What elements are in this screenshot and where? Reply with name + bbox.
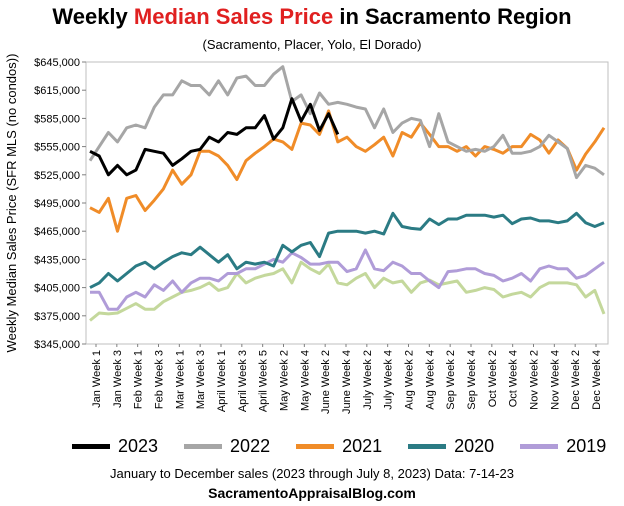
x-tick-label: April Week 3: [237, 350, 249, 412]
series-line-2023: [89, 97, 340, 177]
x-tick-label: Oct Week 2: [487, 350, 499, 407]
x-tick-label: Dec Week 4: [591, 350, 603, 410]
legend-label: 2023: [118, 436, 159, 456]
chart-subtitle: (Sacramento, Placer, Yolo, El Dorado): [202, 37, 422, 52]
x-tick-label: Nov Week 4: [549, 350, 561, 410]
x-tick-label: June Week 2: [320, 350, 332, 414]
y-tick-label: $525,000: [34, 170, 80, 182]
x-tick-label: Sep Week 4: [466, 350, 478, 410]
legend-swatch: [296, 444, 335, 449]
chart-footnote: January to December sales (2023 through …: [110, 466, 514, 481]
y-tick-label: $585,000: [34, 113, 80, 125]
y-tick-label: $465,000: [34, 226, 80, 238]
x-tick-label: Mar Week 3: [195, 350, 207, 409]
y-tick-label: $555,000: [34, 142, 80, 154]
x-tick-label: June Week 4: [341, 350, 353, 414]
legend-item-2023: 2023: [72, 436, 158, 457]
x-tick-label: July Week 4: [383, 350, 395, 410]
legend-label: 2019: [566, 436, 607, 456]
x-tick-label: Aug Week 4: [424, 350, 436, 410]
legend-item-2021: 2021: [296, 436, 382, 457]
legend-swatch: [520, 444, 559, 449]
legend-item-2022: 2022: [184, 436, 270, 457]
y-axis-title: Weekly Median Sales Price (SFR MLS (no c…: [4, 54, 19, 353]
x-tick-label: Jan Week 3: [112, 350, 124, 408]
y-tick-label: $345,000: [34, 339, 80, 351]
x-tick-label: Jan Week 1: [91, 350, 103, 408]
x-tick-label: Aug Week 2: [404, 350, 416, 410]
chart-title: Weekly Median Sales Price in Sacramento …: [52, 4, 572, 29]
chart-legend: 2023 2022 2021 2020 2019: [72, 436, 624, 457]
y-tick-label: $615,000: [34, 85, 80, 97]
x-tick-label: Oct Week 4: [508, 350, 520, 407]
x-tick-label: Mar Week 1: [174, 350, 186, 409]
series-line-2021: [89, 109, 606, 233]
x-tick-label: Feb Week 3: [154, 350, 166, 409]
y-tick-label: $375,000: [34, 311, 80, 323]
legend-label: 2020: [454, 436, 495, 456]
x-tick-label: Feb Week 1: [133, 350, 145, 409]
x-tick-label: April Week 5: [258, 350, 270, 412]
x-tick-label: May Week 4: [299, 350, 311, 411]
series-line-2020: [89, 211, 605, 289]
x-tick-label: Dec Week 2: [570, 350, 582, 410]
series-line-2019: [90, 248, 605, 311]
legend-label: 2021: [342, 436, 383, 456]
site-credit: SacramentoAppraisalBlog.com: [208, 485, 416, 501]
legend-swatch: [184, 444, 223, 449]
x-tick-label: May Week 2: [279, 350, 291, 411]
x-tick-label: Nov Week 2: [529, 350, 541, 410]
y-tick-label: $435,000: [34, 254, 80, 266]
legend-swatch: [72, 444, 110, 449]
legend-item-2019: 2019: [520, 436, 606, 457]
y-tick-label: $645,000: [34, 57, 80, 69]
series-line-2022: [88, 65, 605, 180]
x-tick-label: July Week 2: [362, 350, 374, 410]
legend-swatch: [408, 444, 447, 449]
legend-label: 2022: [230, 436, 271, 456]
series-line-2019b: [89, 260, 606, 322]
legend-item-2020: 2020: [408, 436, 494, 457]
y-tick-label: $405,000: [34, 283, 80, 295]
y-tick-label: $495,000: [34, 198, 80, 210]
x-tick-label: April Week 1: [216, 350, 228, 412]
x-tick-label: Sep Week 2: [445, 350, 457, 410]
